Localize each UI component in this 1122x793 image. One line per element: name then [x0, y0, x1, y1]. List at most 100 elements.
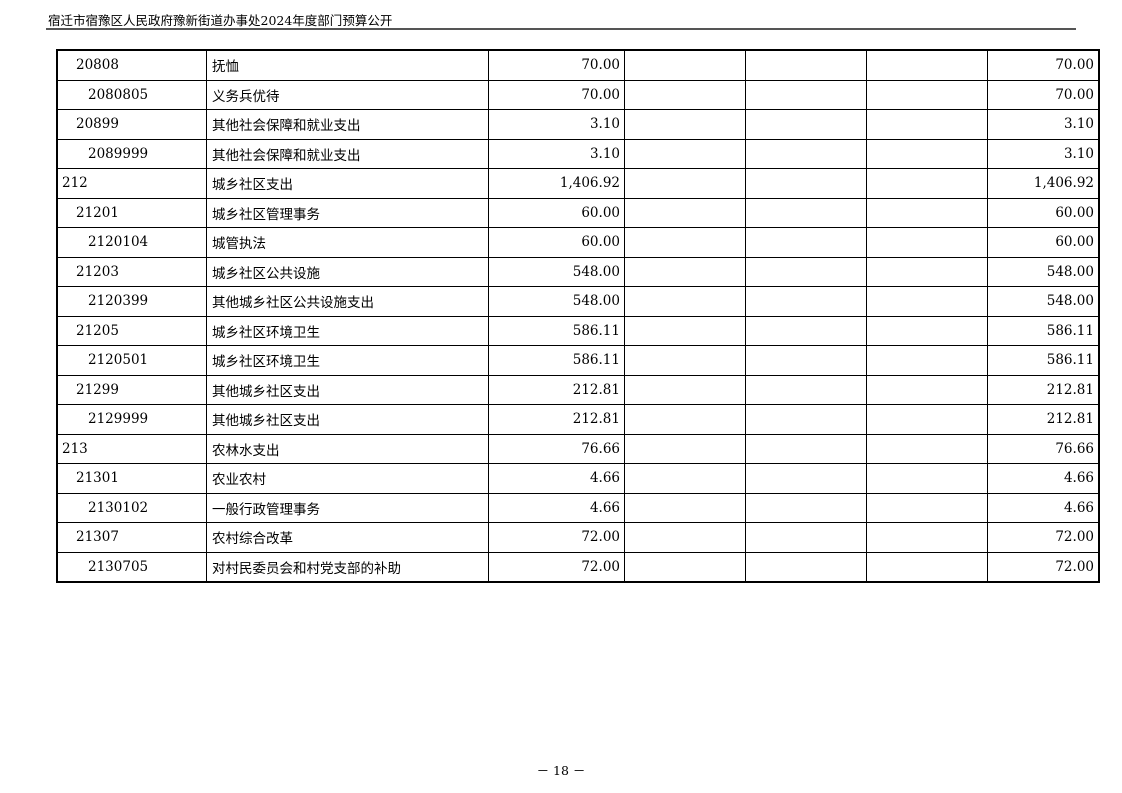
table-row: 2130102 一般行政管理事务 4.66 4.66 [56, 492, 1100, 523]
empty-cell [624, 138, 746, 169]
empty-cell [745, 492, 867, 523]
name-cell: 城乡社区环境卫生 [206, 345, 489, 376]
empty-cell [866, 315, 988, 346]
empty-cell [866, 79, 988, 110]
empty-cell [745, 168, 867, 199]
code-cell: 2130705 [56, 551, 207, 583]
page-header: 宿迁市宿豫区人民政府豫新街道办事处2024年度部门预算公开 [48, 13, 393, 28]
name-cell: 城乡社区支出 [206, 168, 489, 199]
name-cell: 其他社会保障和就业支出 [206, 138, 489, 169]
total-cell: 212.81 [987, 404, 1100, 435]
empty-cell [745, 522, 867, 553]
code-cell: 21301 [56, 463, 207, 494]
empty-cell [866, 286, 988, 317]
table-row: 21301 农业农村 4.66 4.66 [56, 463, 1100, 494]
table-row: 2130705 对村民委员会和村党支部的补助 72.00 72.00 [56, 551, 1100, 583]
name-cell: 义务兵优待 [206, 79, 489, 110]
code-cell: 2129999 [56, 404, 207, 435]
total-cell: 70.00 [987, 49, 1100, 81]
name-cell: 对村民委员会和村党支部的补助 [206, 551, 489, 583]
empty-cell [624, 315, 746, 346]
amount-cell: 212.81 [488, 374, 625, 405]
table-row: 2120399 其他城乡社区公共设施支出 548.00 548.00 [56, 286, 1100, 317]
empty-cell [624, 345, 746, 376]
header-rule [46, 28, 1076, 30]
code-cell: 21205 [56, 315, 207, 346]
code-cell: 2080805 [56, 79, 207, 110]
total-cell: 72.00 [987, 522, 1100, 553]
empty-cell [624, 433, 746, 464]
empty-cell [745, 197, 867, 228]
code-cell: 2120104 [56, 227, 207, 258]
table-row: 2089999 其他社会保障和就业支出 3.10 3.10 [56, 138, 1100, 169]
amount-cell: 72.00 [488, 551, 625, 583]
empty-cell [624, 286, 746, 317]
code-cell: 213 [56, 433, 207, 464]
name-cell: 城乡社区环境卫生 [206, 315, 489, 346]
empty-cell [745, 374, 867, 405]
code-cell: 20808 [56, 49, 207, 81]
table-row: 2080805 义务兵优待 70.00 70.00 [56, 79, 1100, 110]
empty-cell [745, 109, 867, 140]
total-cell: 72.00 [987, 551, 1100, 583]
amount-cell: 60.00 [488, 197, 625, 228]
amount-cell: 212.81 [488, 404, 625, 435]
name-cell: 城管执法 [206, 227, 489, 258]
total-cell: 4.66 [987, 492, 1100, 523]
amount-cell: 60.00 [488, 227, 625, 258]
total-cell: 76.66 [987, 433, 1100, 464]
total-cell: 60.00 [987, 227, 1100, 258]
empty-cell [866, 109, 988, 140]
total-cell: 548.00 [987, 256, 1100, 287]
total-cell: 4.66 [987, 463, 1100, 494]
empty-cell [745, 404, 867, 435]
table-row: 21307 农村综合改革 72.00 72.00 [56, 522, 1100, 553]
total-cell: 3.10 [987, 138, 1100, 169]
empty-cell [624, 79, 746, 110]
empty-cell [745, 433, 867, 464]
code-cell: 2130102 [56, 492, 207, 523]
code-cell: 21307 [56, 522, 207, 553]
name-cell: 其他城乡社区公共设施支出 [206, 286, 489, 317]
table-row: 2129999 其他城乡社区支出 212.81 212.81 [56, 404, 1100, 435]
empty-cell [745, 463, 867, 494]
table-row: 213 农林水支出 76.66 76.66 [56, 433, 1100, 464]
amount-cell: 4.66 [488, 463, 625, 494]
amount-cell: 586.11 [488, 315, 625, 346]
table-row: 2120501 城乡社区环境卫生 586.11 586.11 [56, 345, 1100, 376]
table-row: 21203 城乡社区公共设施 548.00 548.00 [56, 256, 1100, 287]
amount-cell: 1,406.92 [488, 168, 625, 199]
table-row: 21299 其他城乡社区支出 212.81 212.81 [56, 374, 1100, 405]
total-cell: 3.10 [987, 109, 1100, 140]
name-cell: 抚恤 [206, 49, 489, 81]
code-cell: 2120399 [56, 286, 207, 317]
empty-cell [745, 315, 867, 346]
code-cell: 20899 [56, 109, 207, 140]
table-row: 21201 城乡社区管理事务 60.00 60.00 [56, 197, 1100, 228]
empty-cell [624, 168, 746, 199]
empty-cell [745, 227, 867, 258]
name-cell: 城乡社区管理事务 [206, 197, 489, 228]
amount-cell: 3.10 [488, 109, 625, 140]
amount-cell: 4.66 [488, 492, 625, 523]
total-cell: 60.00 [987, 197, 1100, 228]
empty-cell [624, 463, 746, 494]
page-number: － 18 － [536, 763, 586, 778]
empty-cell [624, 522, 746, 553]
total-cell: 586.11 [987, 345, 1100, 376]
table-row: 20899 其他社会保障和就业支出 3.10 3.10 [56, 109, 1100, 140]
empty-cell [624, 374, 746, 405]
empty-cell [624, 404, 746, 435]
name-cell: 农村综合改革 [206, 522, 489, 553]
empty-cell [745, 49, 867, 81]
total-cell: 70.00 [987, 79, 1100, 110]
empty-cell [745, 256, 867, 287]
total-cell: 586.11 [987, 315, 1100, 346]
empty-cell [745, 79, 867, 110]
empty-cell [745, 345, 867, 376]
table-row: 212 城乡社区支出 1,406.92 1,406.92 [56, 168, 1100, 199]
empty-cell [866, 404, 988, 435]
empty-cell [866, 138, 988, 169]
empty-cell [866, 227, 988, 258]
